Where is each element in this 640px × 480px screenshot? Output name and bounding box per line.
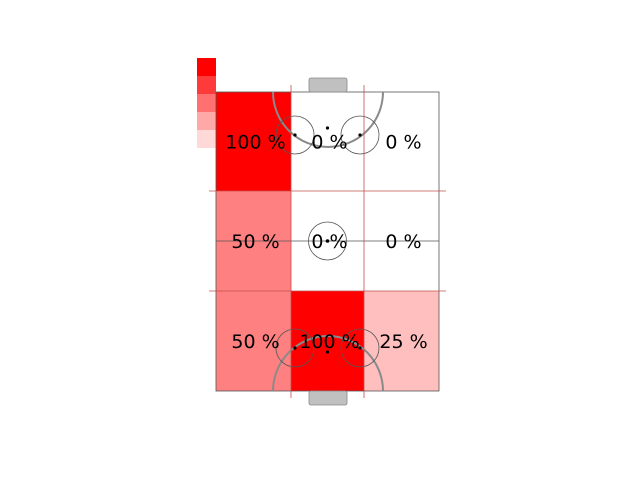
center-dot xyxy=(325,239,330,243)
pitch-markings xyxy=(209,77,446,406)
top-goal-arc xyxy=(272,91,384,148)
cell-label-r2-c2: 0 % xyxy=(311,231,347,253)
cell-label-r2-c3: 0 % xyxy=(385,231,421,253)
bottom-goal-arc xyxy=(272,335,384,392)
bottom-goal xyxy=(308,390,348,406)
top-goal xyxy=(308,77,348,93)
legend-swatch-3 xyxy=(197,94,216,112)
cell-label-r1-c3: 0 % xyxy=(385,132,421,154)
faceoff-dot-top-right xyxy=(358,133,362,137)
faceoff-dot-bottom-right xyxy=(358,346,362,350)
faceoff-dot-top-left xyxy=(293,133,297,137)
legend-swatch-2 xyxy=(197,76,216,94)
heatmap-cell-r1-c3 xyxy=(364,92,439,191)
faceoff-dot-bottom-left xyxy=(293,346,297,350)
heatmap-cell-r1-c1 xyxy=(216,92,291,191)
color-legend xyxy=(197,58,216,148)
top-goal-dot xyxy=(325,126,330,130)
cell-label-r1-c1: 100 % xyxy=(225,132,285,154)
faceoff-circle-top-left xyxy=(275,115,315,155)
legend-swatch-4 xyxy=(197,112,216,130)
center-circle xyxy=(308,221,347,261)
faceoff-circle-bottom-left xyxy=(275,328,315,368)
cell-label-r3-c3: 25 % xyxy=(379,331,427,353)
legend-swatch-5 xyxy=(197,130,216,148)
heatmap-cell-r3-c1 xyxy=(216,291,291,391)
cell-label-r1-c2: 0 % xyxy=(311,132,347,154)
cell-label-r3-c1: 50 % xyxy=(231,331,279,353)
faceoff-circle-top-right xyxy=(340,115,380,155)
heatmap-cell-r3-c3 xyxy=(364,291,439,391)
cell-label-r3-c2: 100 % xyxy=(299,331,359,353)
legend-swatch-1 xyxy=(197,58,216,76)
bottom-goal-dot xyxy=(325,350,330,354)
cell-label-r2-c1: 50 % xyxy=(231,231,279,253)
faceoff-circle-bottom-right xyxy=(340,328,380,368)
cell-labels: 100 % 0 % 0 % 50 % 0 % 0 % 50 % 100 % 25 % xyxy=(225,132,427,354)
